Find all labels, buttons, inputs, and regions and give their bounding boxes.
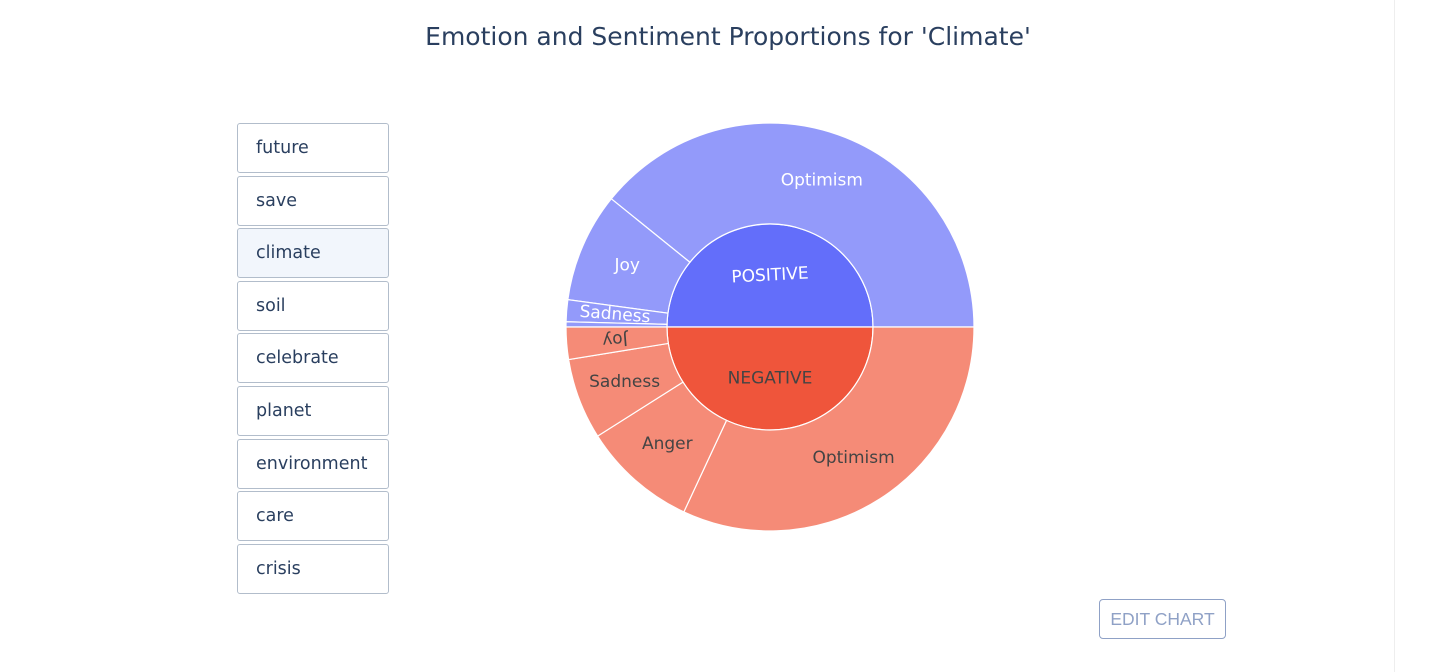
word-button-planet[interactable]: planet: [237, 385, 389, 436]
segment-label-positive-joy: Joy: [613, 255, 639, 275]
outer-segment-positive-sadness[interactable]: [565, 298, 669, 325]
word-button-environment[interactable]: environment: [237, 438, 389, 489]
word-button-save[interactable]: save: [237, 175, 389, 226]
word-button-climate[interactable]: climate: [237, 228, 389, 279]
segment-label-negative-anger: Anger: [642, 434, 693, 454]
outer-segment-negative-joy[interactable]: [565, 326, 670, 361]
word-button-celebrate[interactable]: celebrate: [237, 333, 389, 384]
word-button-care[interactable]: care: [237, 491, 389, 542]
right-divider: [1394, 0, 1395, 672]
word-list: future save climate soil celebrate planet envi…: [237, 123, 389, 596]
outer-segment-negative-optimism[interactable]: [683, 326, 975, 532]
word-button-soil[interactable]: soil: [237, 280, 389, 331]
segment-label-negative-joy: Joy: [601, 328, 629, 350]
inner-label-positive: POSITIVE: [731, 263, 809, 287]
inner-label-negative: NEGATIVE: [728, 369, 813, 389]
segment-label-negative-sadness: Sadness: [589, 372, 660, 392]
word-button-future[interactable]: future: [237, 123, 389, 173]
segment-label-positive-optimism: Optimism: [781, 170, 863, 190]
edit-chart-button[interactable]: EDIT CHART: [1099, 599, 1226, 639]
chart-title: Emotion and Sentiment Proportions for 'C…: [425, 22, 1031, 51]
outer-segment-positive-joy[interactable]: [567, 197, 691, 314]
outer-segment-positive-optimism[interactable]: [610, 122, 975, 328]
segment-label-negative-optimism: Optimism: [812, 448, 894, 468]
word-button-crisis[interactable]: crisis: [237, 543, 389, 594]
